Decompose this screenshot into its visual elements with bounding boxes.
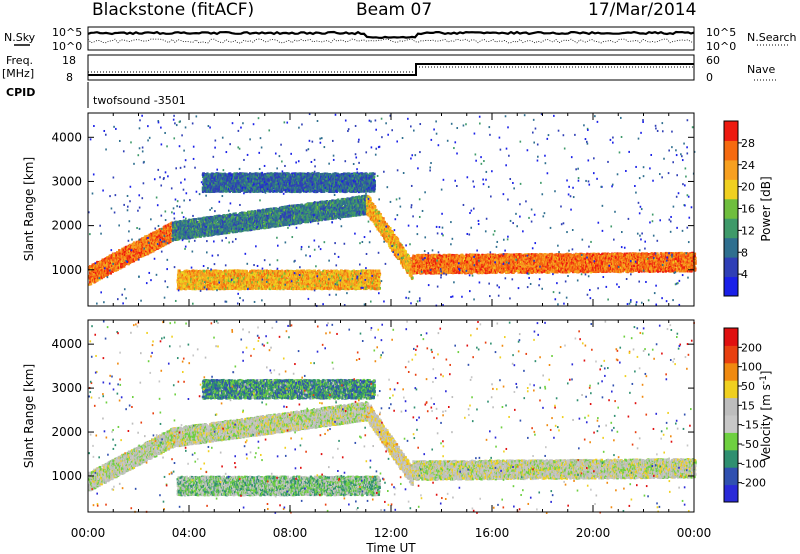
nsearch-tick-high: 10^5: [706, 26, 736, 39]
echo-cell: [112, 253, 114, 255]
echo-cell: [90, 283, 92, 285]
freq-panel: Freq. [MHz] 18 8 60 0 Nave: [2, 54, 778, 84]
freq-series: [88, 64, 694, 75]
date-label: 17/Mar/2014: [588, 0, 696, 20]
nsearch-series: [88, 39, 694, 43]
freq-tick-high: 18: [62, 54, 76, 67]
beam-label: Beam 07: [356, 0, 432, 20]
echo-cell: [118, 249, 120, 251]
radar-summary-plot: Blackstone (fitACF) Beam 07 17/Mar/2014 …: [0, 0, 800, 554]
nsky-tick-high: 10^5: [52, 26, 82, 39]
nave-tick-low: 0: [706, 71, 713, 84]
echo-cell: [105, 274, 107, 276]
freq-tick-low: 8: [66, 71, 73, 84]
nsearch-label: N.Search: [747, 31, 797, 44]
nsky-label: N.Sky: [4, 31, 36, 44]
nsearch-tick-low: 10^0: [706, 40, 736, 53]
freq-unit: [MHz]: [2, 67, 34, 80]
nsky-tick-low: 10^0: [52, 40, 82, 53]
nsky-series: [88, 32, 694, 38]
cpid-panel: CPID twofsound -3501: [6, 82, 186, 108]
echo-cell: [117, 269, 119, 271]
cpid-label: CPID: [6, 86, 35, 99]
cpid-text: twofsound -3501: [93, 94, 186, 107]
nave-label: Nave: [747, 63, 775, 76]
nave-series: [88, 67, 694, 72]
noise-panel: N.Sky N.Search 10^5 10^0 10^5 10^0: [4, 26, 797, 53]
nave-tick-high: 60: [706, 54, 720, 67]
freq-label: Freq.: [6, 54, 33, 67]
station-title: Blackstone (fitACF): [92, 0, 254, 20]
